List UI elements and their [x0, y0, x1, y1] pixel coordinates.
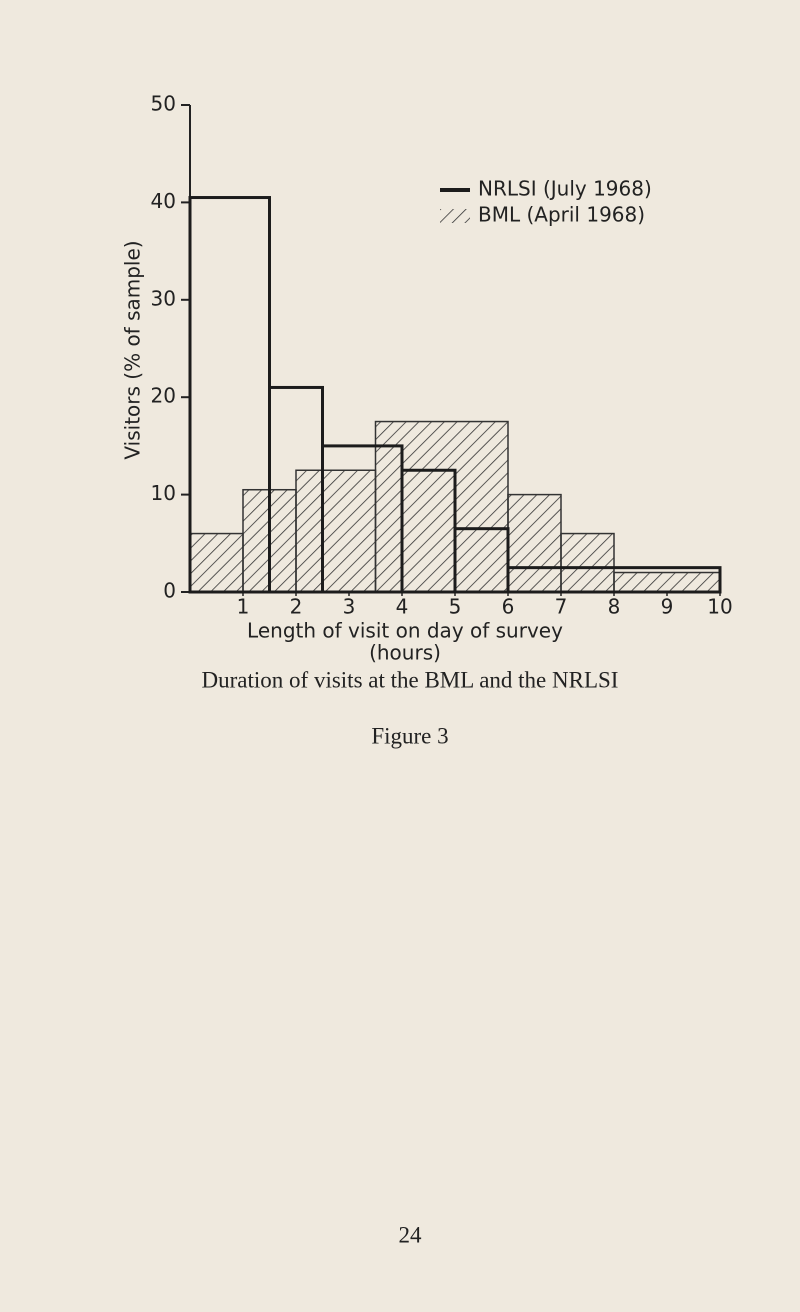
legend-label: BML (April 1968) — [478, 203, 645, 227]
x-tick-label: 2 — [290, 595, 303, 619]
y-tick-label: 50 — [151, 92, 176, 116]
bml-bar — [374, 420, 509, 593]
x-tick-label: 4 — [396, 595, 409, 619]
x-tick-label: 5 — [449, 595, 462, 619]
y-tick-label: 30 — [151, 286, 176, 310]
legend-label: NRLSI (July 1968) — [478, 177, 652, 201]
x-tick-label: 7 — [555, 595, 568, 619]
bml-bar — [613, 571, 721, 593]
y-tick-label: 40 — [151, 189, 176, 213]
legend-swatch — [440, 209, 470, 223]
page-number: 24 — [399, 1222, 423, 1247]
nrlsi-bar — [453, 527, 510, 594]
x-tick-label: 10 — [707, 595, 732, 619]
y-tick-label: 10 — [151, 481, 176, 505]
x-tick-label: 1 — [237, 595, 250, 619]
bml-bar — [560, 532, 615, 593]
x-axis-label: Length of visit on day of survey — [247, 619, 563, 643]
bml-bar — [507, 493, 562, 593]
x-tick-label: 3 — [343, 595, 356, 619]
caption: Duration of visits at the BML and the NR… — [202, 667, 619, 692]
x-axis-unit: (hours) — [369, 641, 441, 665]
bml-bar — [189, 532, 244, 593]
y-tick-label: 20 — [151, 384, 176, 408]
figure-label: Figure 3 — [371, 723, 448, 748]
x-tick-label: 6 — [502, 595, 515, 619]
y-axis-label: Visitors (% of sample) — [121, 240, 145, 459]
nrlsi-bar — [506, 566, 722, 594]
y-tick-label: 0 — [163, 579, 176, 603]
x-tick-label: 9 — [661, 595, 674, 619]
x-tick-label: 8 — [608, 595, 621, 619]
bml-bar — [295, 469, 377, 593]
